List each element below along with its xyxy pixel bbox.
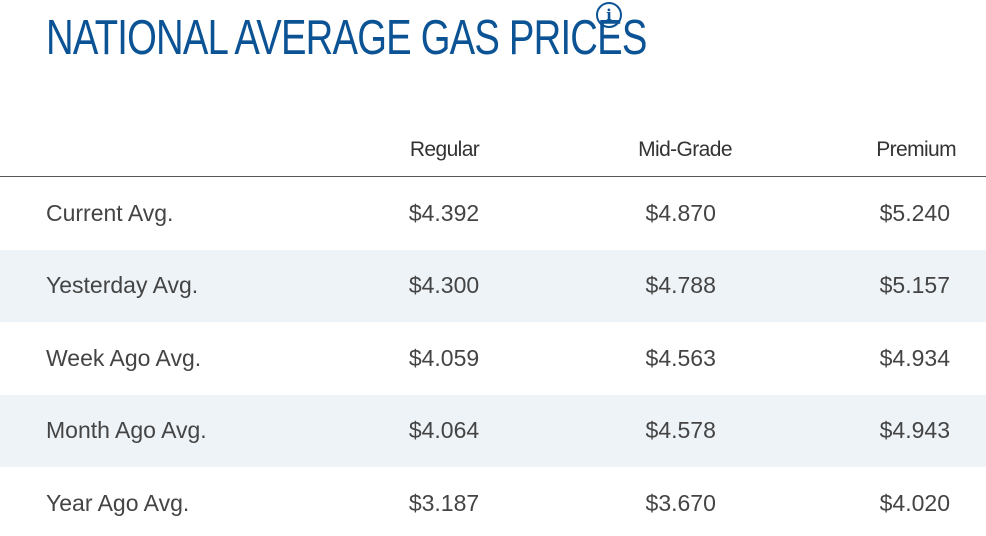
regular-price: $4.059 <box>408 344 480 371</box>
column-header-regular: Regular <box>326 124 484 177</box>
mid-grade-price: $3.670 <box>645 489 716 516</box>
mid-grade-price: $4.563 <box>645 344 716 371</box>
column-header-premium: Premium <box>735 124 986 177</box>
mid-grade-price: $4.788 <box>483 249 736 322</box>
table-row: Week Ago Avg. $4.059 $4.563 $4.934 <box>0 322 986 395</box>
premium-price: $4.020 <box>879 489 950 516</box>
mid-grade-price: $4.870 <box>645 199 716 226</box>
premium-price: $5.240 <box>879 199 950 226</box>
regular-price: $3.187 <box>408 489 480 516</box>
gas-prices-table: Regular Mid-Grade Premium Current Avg. $… <box>0 124 986 536</box>
table-header-row: Regular Mid-Grade Premium <box>0 124 986 177</box>
premium-price: $5.157 <box>735 249 986 322</box>
table-row: Current Avg. $4.392 $4.870 $5.240 <box>0 177 986 250</box>
title-wrap: NATIONAL AVERAGE GAS PRICES <box>46 8 816 68</box>
column-header-label <box>0 124 326 177</box>
regular-price: $4.300 <box>326 249 484 322</box>
regular-price: $4.392 <box>408 199 480 226</box>
row-label: Current Avg. <box>46 199 174 226</box>
premium-price: $4.934 <box>879 344 950 371</box>
regular-price: $4.064 <box>326 394 484 467</box>
info-icon[interactable]: i <box>596 2 622 28</box>
premium-price: $4.943 <box>735 394 986 467</box>
column-header-mid-grade: Mid-Grade <box>483 124 736 177</box>
table-row: Year Ago Avg. $3.187 $3.670 $4.020 <box>0 467 986 536</box>
row-label: Year Ago Avg. <box>46 489 190 516</box>
page-title: NATIONAL AVERAGE GAS PRICES <box>46 11 647 65</box>
table-row: Month Ago Avg. $4.064 $4.578 $4.943 <box>0 394 986 467</box>
row-label: Month Ago Avg. <box>0 394 326 467</box>
table-row: Yesterday Avg. $4.300 $4.788 $5.157 <box>0 249 986 322</box>
mid-grade-price: $4.578 <box>483 394 736 467</box>
row-label: Week Ago Avg. <box>46 344 202 371</box>
row-label: Yesterday Avg. <box>0 249 326 322</box>
